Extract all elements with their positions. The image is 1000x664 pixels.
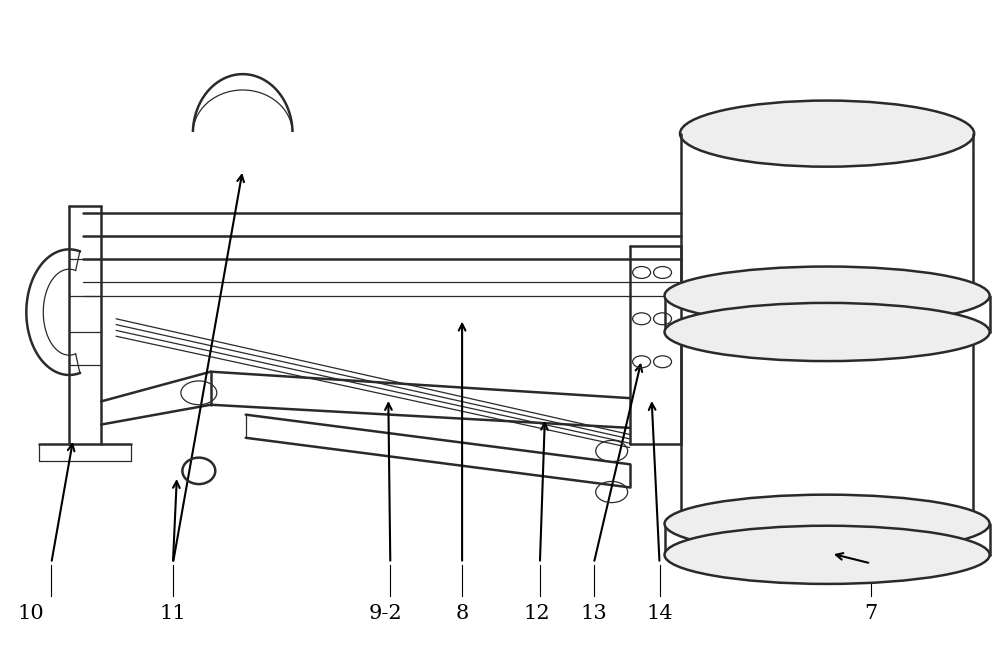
- Ellipse shape: [681, 270, 973, 321]
- Text: 8: 8: [455, 604, 469, 623]
- Ellipse shape: [681, 498, 973, 550]
- Text: 10: 10: [18, 604, 45, 623]
- Text: 13: 13: [580, 604, 607, 623]
- Ellipse shape: [665, 495, 990, 553]
- Text: 12: 12: [524, 604, 550, 623]
- Ellipse shape: [665, 303, 990, 361]
- Text: 14: 14: [646, 604, 673, 623]
- Ellipse shape: [665, 266, 990, 325]
- Text: 9-2: 9-2: [369, 604, 402, 623]
- Ellipse shape: [665, 526, 990, 584]
- Text: 11: 11: [160, 604, 186, 623]
- Ellipse shape: [680, 100, 974, 167]
- Text: 7: 7: [864, 604, 878, 623]
